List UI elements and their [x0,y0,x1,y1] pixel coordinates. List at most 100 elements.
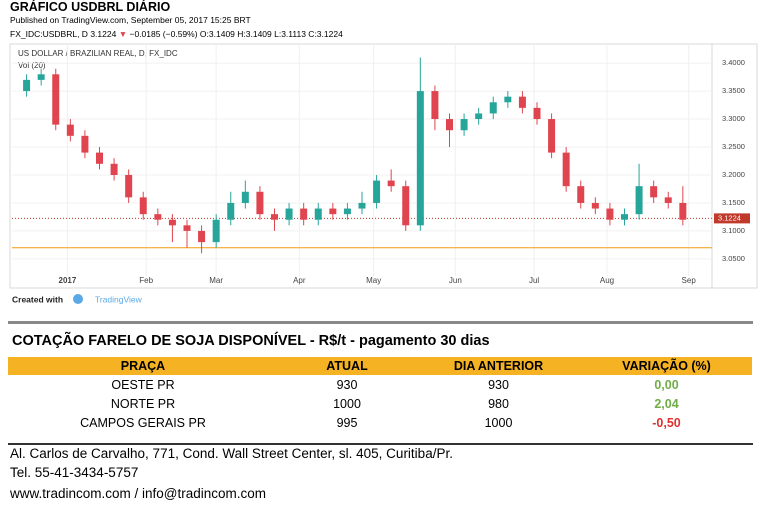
x-tick-label: Apr [293,276,306,285]
header-row: PRAÇA ATUAL DIA ANTERIOR VARIAÇÃO (%) [8,357,752,375]
candle-body [591,202,599,209]
candle-body [241,191,249,203]
table-row: NORTE PR 1000 980 2,04 [8,394,752,413]
y-tick-label: 3.3000 [722,114,745,123]
table-cell: OESTE PR [111,377,175,392]
price-label: 3.1224 [718,213,741,222]
candle-body [52,74,60,125]
price-box [714,213,750,224]
candle-body [635,186,643,215]
candle-body [285,208,293,220]
candle-body [66,124,74,136]
candle-body [621,214,628,220]
candle-body [343,208,351,215]
y-tick-label: 3.1500 [722,198,745,207]
candle-body [475,113,483,120]
chart-title: US DOLLAR / BRAZILIAN REAL, D, FX_IDC [18,49,178,58]
candle-body [329,208,337,215]
table-cell: 2,04 [654,396,679,411]
x-tick-label: Jul [529,276,539,285]
last: 3.1224 [90,29,117,39]
candle-body [606,208,614,220]
x-tick-label: May [366,276,381,285]
header-cell: VARIAÇÃO (%) [581,357,752,375]
header-cell: PRAÇA [8,357,278,375]
candle-body [548,119,556,153]
y-tick-label: 3.2000 [722,170,745,179]
table-cell: 1000 [333,396,361,411]
candle-body [198,230,206,243]
candle-body [168,219,176,226]
y-tick-label: 3.3500 [722,86,745,95]
symbol: FX_IDC:USDBRL, D [10,29,88,39]
y-tick-label: 3.0500 [722,254,745,263]
candle-body [416,91,424,226]
candle-body [139,197,147,215]
y-tick-label: 3.1000 [722,226,745,235]
price-table: PRAÇA ATUAL DIA ANTERIOR VARIAÇÃO (%) OE… [8,357,752,432]
brand: TradingView [95,294,143,304]
candle-body [489,102,497,114]
web: www.tradincom.com / info@tradincom.com [10,486,267,501]
x-tick-label: Sep [682,276,697,285]
candle-body [96,152,103,164]
phone: Tel. 55-41-3434-5757 [10,465,139,480]
candle-body [256,191,264,215]
published: Published on TradingView.com, September … [10,15,251,25]
candle-body [577,186,585,203]
candle-body [664,197,672,203]
y-tick-label: 3.4000 [722,58,745,67]
candle-body [518,96,526,108]
logo [73,294,83,304]
candle-body [402,186,410,226]
candle-body [460,119,468,131]
candle-body [387,180,395,187]
quote-line: FX_IDC:USDBRL, D 3.1224 ▼ −0.0185 (−0.59… [10,29,343,39]
candle-body [154,214,162,220]
candle-body [314,208,322,220]
table-cell: NORTE PR [110,396,176,411]
x-tick-label: Feb [139,276,153,285]
candle-body [679,202,687,220]
address: Al. Carlos de Carvalho, 771, Cond. Wall … [10,446,453,461]
arrow: ▼ [118,29,128,39]
candle-body [650,186,658,198]
x-tick-label: Aug [600,276,614,285]
candle-body [373,180,381,203]
x-tick-label: Mar [209,276,223,285]
candle-body [227,202,235,220]
candle-body [212,219,220,243]
table-row: CAMPOS GERAIS PR 995 1000 -0,50 [8,413,752,432]
table-cell: CAMPOS GERAIS PR [80,415,206,430]
chart-heading: GRÁFICO USDBRL DIÁRIO [10,0,171,14]
y-tick-label: 3.2500 [722,142,745,151]
table-cell: 0,00 [654,377,679,392]
table-cell: 930 [488,377,509,392]
table-title: COTAÇÃO FARELO DE SOJA DISPONÍVEL - R$/t… [12,333,490,349]
indicator: Vol (20) [18,61,46,70]
header-cell: ATUAL [278,357,416,375]
x-tick-label: 2017 [59,276,77,285]
candle-body [125,174,133,198]
table-cell: 980 [488,396,509,411]
candle-body [300,208,308,220]
divider [8,321,753,324]
candle-body [504,96,512,103]
created-with: Created with [12,294,63,304]
header-cell: DIA ANTERIOR [416,357,581,375]
table-cell: 995 [336,415,358,430]
ohlc: O:3.1409 H:3.1409 L:3.1113 C:3.1224 [199,29,343,39]
table-cell: 1000 [484,415,513,430]
candle-body [358,202,366,209]
divider [8,443,753,445]
candle-body [446,119,453,131]
chart: US DOLLAR / BRAZILIAN REAL, D, FX_IDC Vo… [9,43,758,304]
candle-body [183,225,191,231]
candle-body [431,91,439,120]
table-cell: -0,50 [652,415,681,430]
candle-body [110,163,118,175]
candle-body [562,152,570,187]
candle-body [37,74,45,80]
x-tick-label: Jun [449,276,462,285]
